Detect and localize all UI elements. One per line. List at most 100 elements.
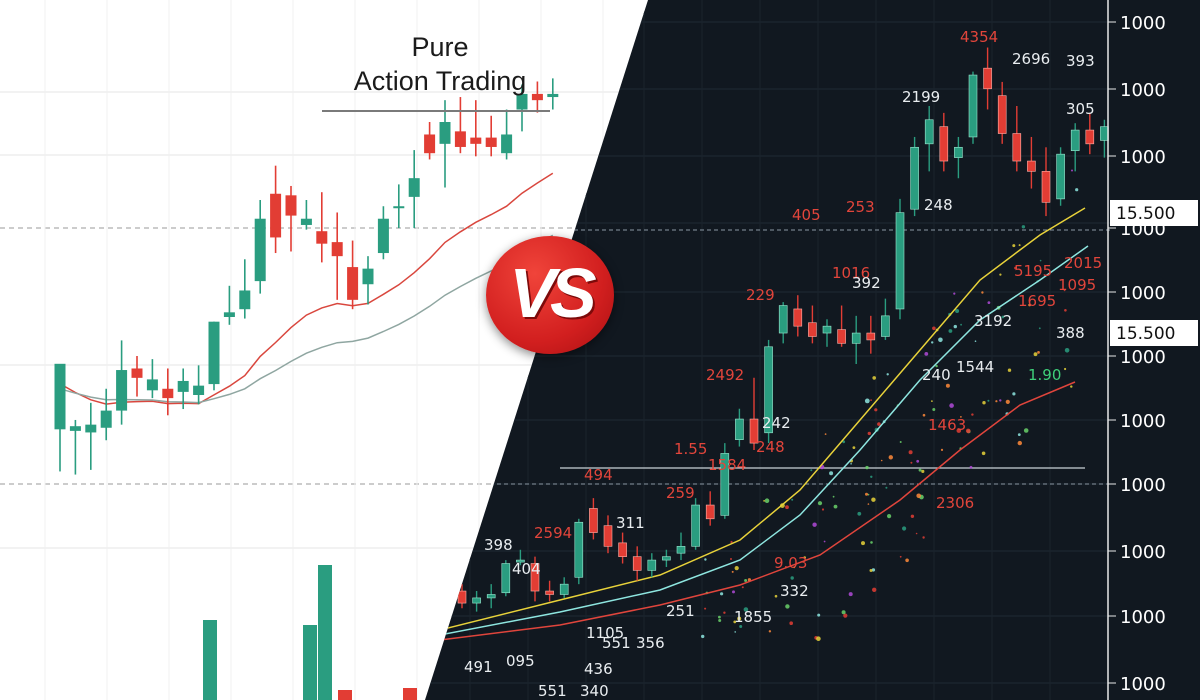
candle — [559, 577, 569, 598]
candle-body — [545, 590, 554, 595]
scatter-dot — [743, 607, 749, 612]
chart-title-line-2: Action Trading — [353, 66, 527, 96]
moving-average-fast — [59, 172, 554, 405]
data-label: 1105 — [586, 624, 624, 642]
price-marker-box — [1110, 320, 1198, 346]
candle — [1070, 123, 1080, 172]
candle-body — [1012, 133, 1022, 162]
data-label: 242 — [762, 414, 791, 432]
scatter-dot — [870, 541, 873, 544]
scatter-dot — [810, 469, 813, 472]
candle-body — [347, 267, 359, 300]
candle-body — [177, 380, 189, 392]
scatter-dot — [817, 613, 821, 617]
scatter-dot — [965, 428, 971, 434]
scatter-dot — [916, 493, 921, 499]
candle-body — [851, 332, 861, 344]
scatter-dot — [969, 465, 973, 469]
candle — [177, 368, 189, 410]
scatter-dot — [922, 413, 926, 417]
candle-body — [485, 137, 497, 147]
candle-body — [239, 290, 251, 310]
scatter-dot — [821, 508, 825, 511]
candle-body — [300, 218, 312, 225]
vs-badge-text: VS — [509, 254, 596, 332]
data-label: 2015 — [1064, 254, 1102, 272]
scatter-dot — [744, 579, 748, 582]
data-label: 392 — [852, 274, 881, 292]
candle-body — [547, 93, 559, 98]
data-label: 1584 — [708, 456, 746, 474]
scatter-dot — [899, 555, 902, 558]
scatter-dot — [910, 461, 913, 464]
data-label: 436 — [584, 660, 613, 678]
candle — [316, 192, 328, 263]
candle — [85, 402, 97, 470]
candle — [837, 305, 846, 347]
chart-title-line-1: Pure — [411, 32, 469, 62]
vs-badge: VS — [486, 236, 614, 354]
candle — [676, 532, 686, 561]
scatter-dot — [1017, 440, 1022, 446]
candle — [362, 256, 374, 305]
price-marker-label: 15.500 — [1116, 204, 1175, 224]
candle — [808, 305, 817, 344]
candle-body — [1100, 126, 1109, 141]
candle-body — [749, 418, 759, 444]
candle-body — [131, 368, 143, 378]
candle — [1027, 136, 1036, 189]
candle-body — [501, 563, 511, 594]
scatter-dot — [981, 291, 984, 294]
data-label: 356 — [636, 634, 665, 652]
data-label: 2594 — [534, 524, 572, 542]
candle-body — [362, 268, 374, 285]
moving-average-red — [439, 381, 1076, 641]
data-label: 3192 — [974, 312, 1012, 330]
scatter-dot — [737, 616, 742, 621]
scatter-dot — [982, 401, 986, 405]
candle — [997, 81, 1007, 144]
dark-panel-background — [425, 0, 1200, 700]
scatter-dot — [935, 364, 938, 368]
candle — [589, 498, 598, 540]
scatter-dot — [1023, 428, 1029, 433]
candle — [516, 549, 525, 566]
candle-body — [501, 134, 513, 154]
scatter-dot — [730, 558, 732, 560]
scatter-dot — [940, 448, 944, 451]
candle — [647, 553, 657, 578]
scatter-dot — [1063, 289, 1066, 292]
candle-body — [895, 212, 905, 310]
scatter-dot — [701, 634, 705, 639]
light-panel-volume-bars — [203, 565, 417, 700]
candle — [146, 359, 158, 399]
data-label: 259 — [666, 484, 695, 502]
candle-body — [589, 508, 598, 533]
moving-average-yellow — [439, 207, 1086, 631]
candle-body — [531, 93, 543, 101]
candle-body — [1027, 160, 1036, 172]
candle — [131, 356, 143, 397]
candle — [439, 100, 451, 188]
candle — [516, 84, 528, 132]
axis-tick-label: 1000 — [1120, 147, 1166, 168]
scatter-dot — [1005, 399, 1010, 404]
scatter-dot — [824, 433, 827, 435]
scatter-dot — [1033, 352, 1038, 357]
candle — [881, 298, 890, 340]
candle-body — [470, 137, 482, 144]
scatter-dot — [872, 376, 876, 380]
scatter-dot — [887, 514, 892, 519]
candle-body — [720, 453, 730, 516]
candle — [793, 295, 803, 337]
scatter-dot — [704, 558, 707, 561]
price-marker-box — [1110, 200, 1198, 226]
candle — [720, 443, 730, 519]
data-label: 332 — [780, 582, 809, 600]
candle-body — [881, 315, 890, 337]
scatter-dot — [872, 587, 877, 592]
candle — [822, 319, 832, 347]
candle — [239, 259, 251, 319]
candle — [377, 206, 389, 260]
scatter-dot — [902, 526, 907, 531]
